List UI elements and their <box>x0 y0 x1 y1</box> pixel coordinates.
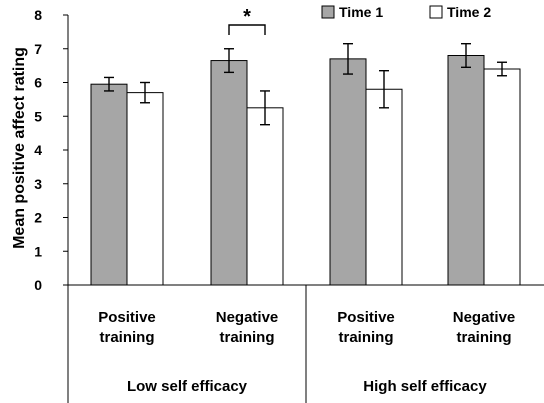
bar-time1 <box>210 60 248 286</box>
bar-time2 <box>483 68 521 286</box>
category-label: Positive <box>98 309 156 326</box>
legend-swatch <box>321 5 335 19</box>
bar-time1 <box>447 55 485 286</box>
bar-time1 <box>329 58 367 286</box>
significance-marker: * <box>243 6 251 28</box>
y-tick-label: 7 <box>34 41 42 57</box>
y-tick-label: 8 <box>34 7 42 23</box>
plot-area: 0 1 2 3 4 5 6 7 8 Positive training Negative trainin… <box>34 6 544 403</box>
y-tick-label: 2 <box>34 210 42 226</box>
category-label: Positive <box>337 309 395 326</box>
bar-time2 <box>365 88 403 286</box>
category-label: training <box>100 329 155 346</box>
group-label: Low self efficacy <box>127 378 248 395</box>
bar-time1 <box>90 83 128 286</box>
category-label: Negative <box>453 309 516 326</box>
y-tick-label: 0 <box>34 277 42 293</box>
bar-time2 <box>126 92 164 286</box>
bar-time2 <box>246 107 284 286</box>
category-label: training <box>339 329 394 346</box>
y-tick-label: 1 <box>34 243 42 259</box>
legend: Time 1 Time 2 <box>321 4 491 20</box>
category-label: Negative <box>216 309 279 326</box>
legend-label: Time 2 <box>447 4 491 20</box>
legend-swatch <box>429 5 443 19</box>
y-axis-label: Mean positive affect rating <box>11 47 28 249</box>
y-tick-label: 5 <box>34 108 42 124</box>
y-tick-label: 3 <box>34 176 42 192</box>
group-label: High self efficacy <box>363 378 487 395</box>
significance-bracket <box>228 24 266 35</box>
category-label: training <box>457 329 512 346</box>
y-tick-label: 6 <box>34 75 42 91</box>
category-label: training <box>220 329 275 346</box>
y-tick-label: 4 <box>34 142 42 158</box>
legend-label: Time 1 <box>339 4 383 20</box>
